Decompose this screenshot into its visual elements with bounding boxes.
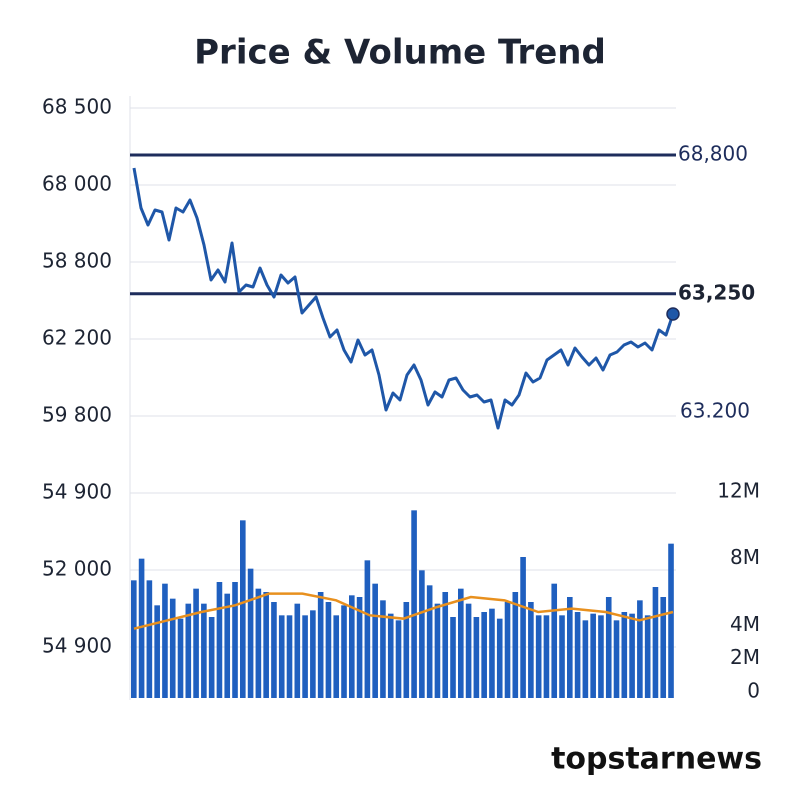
- volume-bar: [247, 568, 254, 698]
- volume-bar: [162, 583, 168, 698]
- volume-bar: [263, 592, 269, 698]
- volume-bar: [349, 595, 355, 698]
- y-axis-label: 68 000: [42, 172, 112, 196]
- y-axis-label: 54 900: [42, 634, 112, 658]
- y2-tick-label: 12M: [717, 479, 760, 503]
- volume-bar: [419, 570, 425, 698]
- volume-bar: [598, 615, 604, 698]
- volume-bar: [559, 615, 565, 698]
- y-axis-label: 68 500: [42, 95, 112, 119]
- volume-bar: [356, 597, 363, 698]
- volume-bar: [426, 585, 433, 698]
- volume-bar: [551, 583, 558, 698]
- volume-bar: [193, 588, 199, 698]
- volume-bar: [177, 618, 184, 698]
- volume-bar: [395, 620, 402, 698]
- price-line: [132, 167, 675, 430]
- volume-bar: [644, 615, 651, 698]
- volume-bar: [637, 600, 643, 698]
- volume-bar: [621, 612, 628, 698]
- volume-bar: [652, 587, 659, 698]
- volume-bar: [567, 597, 573, 698]
- volume-bar: [520, 557, 526, 698]
- volume-bar: [138, 558, 145, 698]
- chart-title: Price & Volume Trend: [194, 33, 606, 73]
- volume-bar: [278, 615, 285, 698]
- volume-bar: [310, 610, 316, 698]
- y2-tick-label: 0: [747, 679, 760, 703]
- volume-bar: [317, 592, 324, 698]
- volume-bar: [458, 588, 464, 698]
- volume-bar: [294, 603, 301, 698]
- y-axis-label: 52 000: [42, 557, 112, 581]
- volume-bar: [224, 593, 231, 698]
- volume-bar: [208, 617, 215, 698]
- y-axis-label: 58 800: [42, 249, 112, 273]
- y-axis-label: 54 900: [42, 480, 112, 504]
- moving-average: [133, 592, 674, 630]
- volume-bar: [528, 602, 534, 698]
- volume-bar: [504, 602, 511, 698]
- volume-bar: [387, 613, 394, 698]
- y2-tick-label: 2M: [730, 645, 760, 669]
- volume-bar: [341, 605, 347, 698]
- volume-bar: [185, 603, 192, 698]
- volume-bar: [605, 597, 612, 698]
- volume-bar: [364, 560, 371, 698]
- volume-bar: [574, 612, 581, 698]
- volume-bar: [582, 620, 589, 698]
- volume-bar: [271, 602, 277, 698]
- volume-bar: [481, 612, 487, 698]
- y2-tick-label: 4M: [730, 612, 760, 636]
- volume-bar: [629, 613, 635, 698]
- volume-bar: [613, 620, 620, 698]
- volume-bar: [434, 603, 441, 698]
- volume-bar: [333, 615, 340, 698]
- volume-bar: [450, 617, 456, 698]
- watermark: topstarnews: [551, 742, 762, 777]
- volume-bar: [240, 520, 246, 698]
- volume-bar: [380, 600, 386, 698]
- reference-label: 63,250: [678, 280, 755, 304]
- volume-bar: [411, 510, 417, 698]
- annotation: 63.200: [680, 399, 750, 423]
- volume-bar: [169, 598, 176, 698]
- volume-bar: [473, 617, 480, 698]
- volume-bar: [489, 608, 495, 698]
- volume-bar: [216, 582, 223, 698]
- volume-bar: [442, 592, 449, 698]
- volume-bar: [543, 615, 550, 698]
- volume-bar: [154, 605, 160, 698]
- volume-bar: [255, 588, 262, 698]
- volume-bar: [590, 613, 596, 698]
- volume-bar: [496, 618, 503, 698]
- volume-bar: [403, 602, 410, 698]
- volume-bar: [535, 615, 542, 698]
- reference-label: 68,800: [678, 142, 748, 166]
- volume-bar: [465, 603, 472, 698]
- volume-bar: [131, 580, 137, 698]
- volume-bar: [668, 543, 674, 698]
- volume-bar: [232, 582, 238, 698]
- volume-bar: [286, 615, 293, 698]
- volume-bar: [302, 615, 308, 698]
- volume-bar: [146, 580, 153, 698]
- volume-bar: [372, 583, 378, 698]
- volume-bar: [660, 597, 667, 698]
- end-point: [666, 307, 680, 321]
- volume-bar: [512, 592, 519, 698]
- y2-tick-label: 8M: [730, 545, 760, 569]
- y-axis-label: 59 800: [42, 403, 112, 427]
- y-axis-label: 62 200: [42, 326, 112, 350]
- volume-bar: [201, 603, 207, 698]
- volume-bar: [325, 602, 332, 698]
